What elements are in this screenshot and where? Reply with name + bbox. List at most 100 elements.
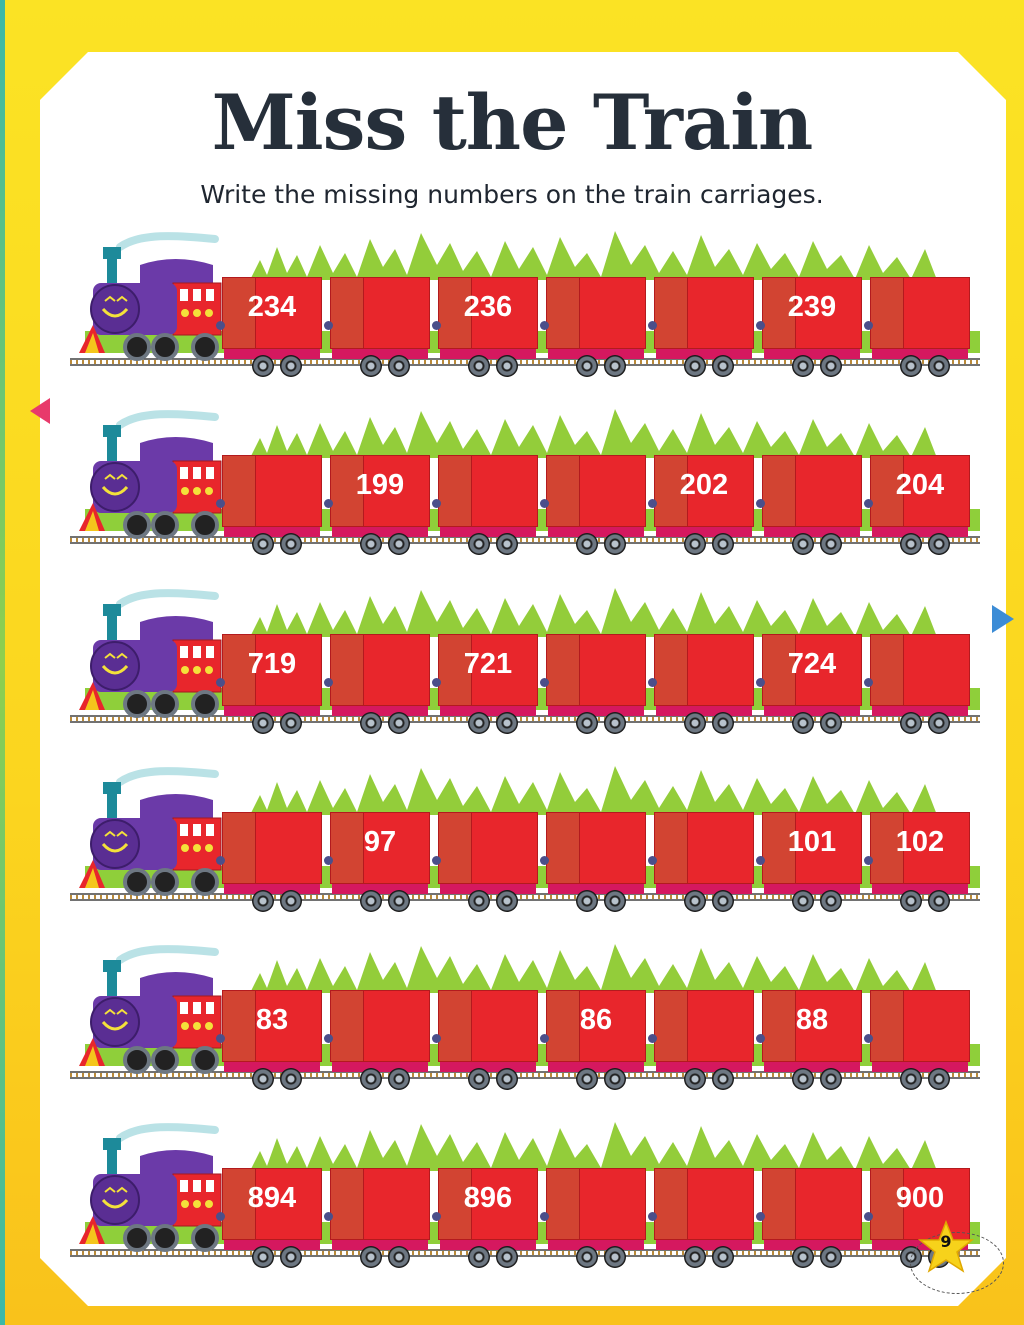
carriage-wheel [604, 355, 626, 377]
carriage-base [332, 706, 428, 716]
carriage-number-blank [871, 278, 969, 336]
carriage-coupler [648, 856, 657, 865]
carriage-body: 102 [870, 812, 970, 884]
cab-window [206, 1180, 214, 1192]
carriage-body: 900 [870, 1168, 970, 1240]
carriage-number-blank [763, 1169, 861, 1227]
carriage-base [440, 884, 536, 894]
train-carriage: 236 [432, 277, 538, 377]
carriage-wheel [712, 712, 734, 734]
train-carriage[interactable] [432, 455, 538, 555]
engine-face [90, 997, 140, 1047]
train-carriage[interactable] [648, 634, 754, 734]
carriage-side [763, 456, 796, 526]
cab-window [206, 824, 214, 836]
train-carriage[interactable] [540, 812, 646, 912]
carriage-body: 234 [222, 277, 322, 349]
train-carriage: 97 [324, 812, 430, 912]
flower-decoration [205, 1200, 213, 1208]
flower-decoration [181, 844, 189, 852]
engine-smile [101, 664, 129, 675]
carriage-base [872, 884, 968, 894]
train-carriage[interactable] [324, 1168, 430, 1268]
carriage-coupler [864, 678, 873, 687]
carriage-number-blank [763, 456, 861, 514]
engine-wheel [191, 690, 219, 718]
carriage-wheel [576, 533, 598, 555]
engine-wheel [123, 868, 151, 896]
engine-smile [101, 1198, 129, 1209]
page-number-ring [910, 1232, 1004, 1294]
train-carriage[interactable] [864, 990, 970, 1090]
train-carriage[interactable] [864, 277, 970, 377]
carriage-wheel [604, 1246, 626, 1268]
steam [116, 1123, 219, 1142]
train-carriage[interactable] [648, 812, 754, 912]
carriage-coupler [648, 678, 657, 687]
train-carriage[interactable] [648, 277, 754, 377]
smokestack-top [103, 782, 121, 794]
carriage-base [764, 706, 860, 716]
train-carriage[interactable] [756, 1168, 862, 1268]
train-carriage[interactable] [216, 455, 322, 555]
carriage-side [439, 991, 472, 1061]
train-carriage[interactable] [540, 1168, 646, 1268]
carriage-base [548, 527, 644, 537]
train-carriage[interactable] [324, 277, 430, 377]
cab-window [180, 824, 188, 836]
train-carriage[interactable] [432, 812, 538, 912]
train-row: 719 721 724 [65, 582, 1000, 742]
carriage-wheel [684, 890, 706, 912]
train-carriage[interactable] [432, 990, 538, 1090]
carriage-base [656, 1062, 752, 1072]
carriage-body [654, 277, 754, 349]
carriage-base [548, 349, 644, 359]
carriage-wheel [900, 712, 922, 734]
carriage-number-blank [871, 991, 969, 1049]
carriage-wheel [928, 890, 950, 912]
train-carriage[interactable] [864, 634, 970, 734]
carriage-number: 86 [579, 1004, 613, 1036]
train-carriage[interactable] [540, 277, 646, 377]
locomotive [79, 247, 222, 361]
carriage-coupler [540, 678, 549, 687]
carriage-number: 896 [463, 1182, 513, 1214]
carriage-coupler [324, 678, 333, 687]
carriage-side [763, 278, 796, 348]
trees [250, 1122, 937, 1171]
train-carriage: 234 [216, 277, 322, 377]
carriage-base [764, 884, 860, 894]
carriage-coupler [540, 856, 549, 865]
carriage-body: 202 [654, 455, 754, 527]
carriage-base [548, 1240, 644, 1250]
carriage-number: 900 [895, 1182, 945, 1214]
train-carriage: 724 [756, 634, 862, 734]
flower-decoration [193, 666, 201, 674]
carriage-wheel [576, 712, 598, 734]
train-carriage[interactable] [324, 634, 430, 734]
right-page-tab [992, 605, 1014, 633]
carriage-wheel [252, 712, 274, 734]
cab-roof [140, 259, 213, 285]
steam [116, 410, 219, 429]
carriage-base [656, 349, 752, 359]
train-carriage[interactable] [540, 455, 646, 555]
train-carriage[interactable] [324, 990, 430, 1090]
carriage-side [655, 456, 688, 526]
train-carriage[interactable] [648, 1168, 754, 1268]
carriage-body: 236 [438, 277, 538, 349]
train-carriage: 719 [216, 634, 322, 734]
carriage-body [654, 990, 754, 1062]
train-carriage[interactable] [216, 812, 322, 912]
cab-window [193, 1180, 201, 1192]
carriage-side [331, 991, 364, 1061]
carriage-number: 97 [363, 826, 397, 858]
carriage-number-blank [331, 278, 429, 336]
train-carriage[interactable] [756, 455, 862, 555]
carriage-body: 724 [762, 634, 862, 706]
carriage-wheel [684, 533, 706, 555]
train-carriage[interactable] [540, 634, 646, 734]
carriage-number: 236 [463, 291, 513, 323]
carriage-body: 896 [438, 1168, 538, 1240]
train-carriage[interactable] [648, 990, 754, 1090]
